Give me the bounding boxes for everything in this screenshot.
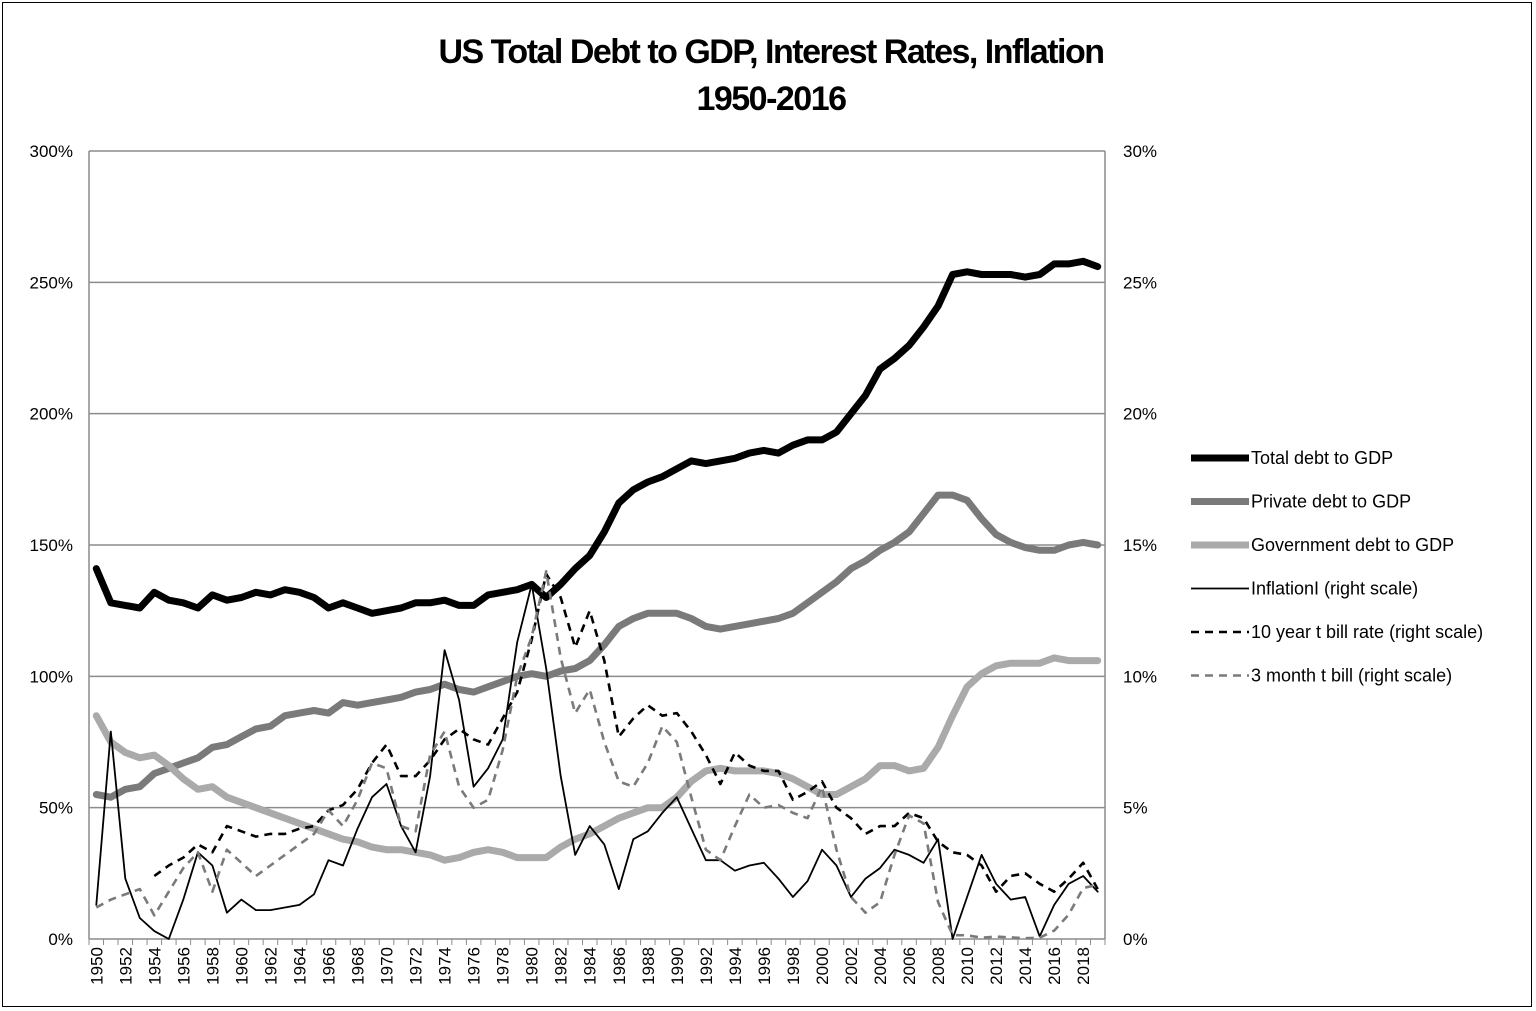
x-tick-label: 1986 (610, 947, 629, 985)
x-tick-label: 1996 (755, 947, 774, 985)
x-tick-label: 1962 (261, 947, 280, 985)
x-tick-label: 1960 (232, 947, 251, 985)
x-tick-label: 2016 (1045, 947, 1064, 985)
legend-label: 3 month t bill (right scale) (1251, 666, 1452, 686)
legend-label: Total debt to GDP (1251, 448, 1393, 468)
legend-label: 10 year t bill rate (right scale) (1251, 622, 1483, 642)
x-tick-label: 1988 (639, 947, 658, 985)
y-left-tick-label: 0% (48, 930, 73, 949)
x-tick-label: 1966 (319, 947, 338, 985)
series-line-3 (95, 583, 1099, 940)
x-tick-label: 1994 (726, 947, 745, 985)
x-tick-label: 1970 (378, 947, 397, 985)
y-left-tick-label: 300% (30, 142, 73, 161)
series-line-5 (95, 570, 1098, 940)
axes: 0% 0% 50% 5% 100% 10% 150% 15% 200% 20% 250% 25% 300… (30, 142, 1158, 985)
x-tick-label: 2002 (842, 947, 861, 985)
x-tick-label: 2004 (871, 947, 890, 985)
y-left-tick-label: 150% (30, 536, 73, 555)
series-line-2 (92, 654, 1102, 864)
x-tick-label: 2018 (1074, 947, 1093, 985)
y-left-tick-label: 250% (30, 273, 73, 292)
x-tick-label: 2008 (929, 947, 948, 985)
y-right-tick-label: 20% (1123, 405, 1157, 424)
series-layer (92, 257, 1102, 940)
x-tick-label: 1956 (174, 947, 193, 985)
y-right-tick-label: 15% (1123, 536, 1157, 555)
x-tick-label: 1974 (436, 947, 455, 985)
x-tick-label: 1992 (697, 947, 716, 985)
x-tick-label: 1990 (668, 947, 687, 985)
y-right-tick-label: 10% (1123, 667, 1157, 686)
chart-title-line-2: 1950-2016 (696, 80, 846, 118)
series-line-4 (153, 572, 1099, 893)
x-tick-label: 1952 (116, 947, 135, 985)
x-tick-label: 1984 (581, 947, 600, 985)
line-chart: US Total Debt to GDP, Interest Rates, In… (30, 33, 1484, 985)
y-left-tick-label: 200% (30, 405, 73, 424)
x-tick-label: 1968 (349, 947, 368, 985)
x-tick-label: 1950 (87, 947, 106, 985)
x-tick-label: 1998 (784, 947, 803, 985)
x-tick-label: 1972 (407, 947, 426, 985)
x-tick-label: 1958 (203, 947, 222, 985)
x-tick-label: 2010 (958, 947, 977, 985)
x-tick-label: 1976 (465, 947, 484, 985)
legend-label: Government debt to GDP (1251, 535, 1454, 555)
y-right-tick-label: 5% (1123, 799, 1148, 818)
x-tick-label: 1964 (290, 947, 309, 985)
y-left-tick-label: 50% (39, 799, 73, 818)
legend-label: Private debt to GDP (1251, 492, 1411, 512)
y-right-tick-label: 0% (1123, 930, 1148, 949)
x-tick-label: 2006 (900, 947, 919, 985)
x-tick-label: 2000 (813, 947, 832, 985)
x-tick-label: 1978 (494, 947, 513, 985)
x-tick-label: 1954 (145, 947, 164, 985)
y-left-tick-label: 100% (30, 667, 73, 686)
y-right-tick-label: 25% (1123, 273, 1157, 292)
series-line-0 (92, 257, 1102, 617)
legend-label: InflationI (right scale) (1251, 579, 1418, 599)
x-tick-label: 2014 (1016, 947, 1035, 985)
y-right-tick-label: 30% (1123, 142, 1157, 161)
chart-title-line-1: US Total Debt to GDP, Interest Rates, In… (439, 33, 1104, 71)
legend: Total debt to GDP Private debt to GDP Gove… (1191, 448, 1483, 686)
x-tick-label: 1980 (523, 947, 542, 985)
x-tick-label: 2012 (987, 947, 1006, 985)
x-tick-label: 1982 (552, 947, 571, 985)
series-line-1 (92, 491, 1102, 801)
